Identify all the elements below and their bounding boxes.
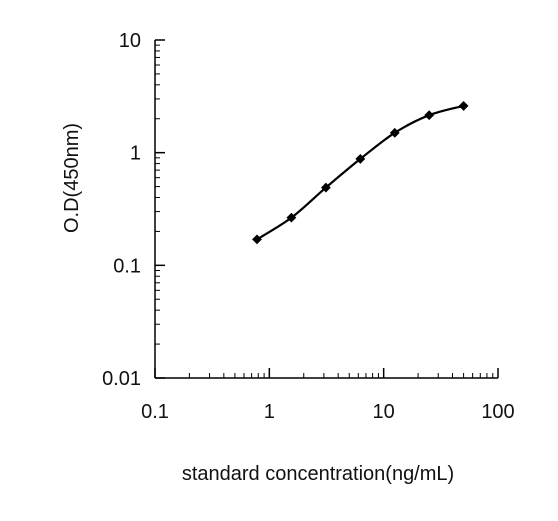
y-tick-label: 0.01 [102,368,141,390]
data-point [286,212,297,223]
data-point [389,127,400,138]
data-point [458,101,469,111]
series-layer [252,101,469,245]
x-tick-label: 100 [481,401,514,423]
labels-layer: standard concentration(ng/mL) O.D(450nm) [61,123,454,485]
y-axis-title: O.D(450nm) [61,123,83,233]
x-tick-label: 1 [264,401,275,423]
y-tick-label: 10 [119,30,141,52]
y-tick-label: 0.1 [113,255,141,277]
data-point [424,110,435,121]
x-tick-label: 0.1 [141,401,169,423]
data-point [355,154,366,164]
x-tick-label: 10 [373,401,395,423]
y-tick-label: 1 [130,143,141,165]
series-line [256,104,464,241]
data-point [252,234,262,245]
x-axis-title: standard concentration(ng/mL) [182,463,454,485]
data-point [321,182,331,193]
